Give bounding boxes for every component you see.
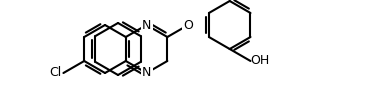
Text: Cl: Cl (49, 67, 62, 79)
Text: N: N (142, 19, 151, 31)
Text: OH: OH (251, 54, 270, 68)
Text: N: N (142, 67, 151, 79)
Text: O: O (183, 19, 193, 31)
